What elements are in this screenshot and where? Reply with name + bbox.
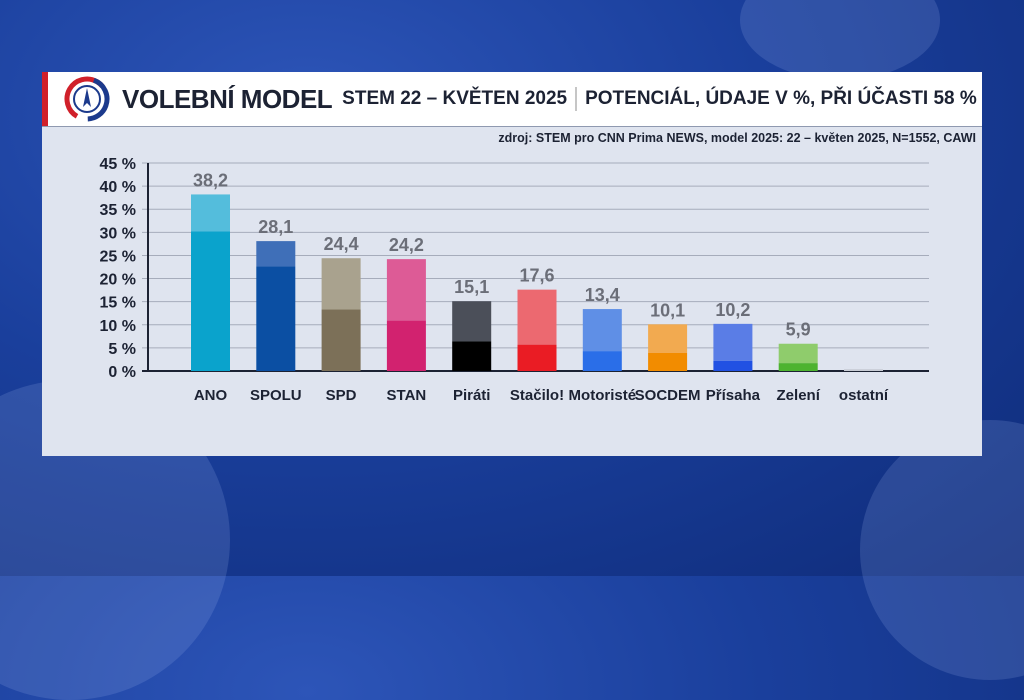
x-tick-label: ANO [194,387,228,404]
bar-potential [713,323,753,361]
x-tick-label: Stačilo! [510,387,564,404]
bar-core [517,344,557,371]
bar-core [778,363,818,371]
header-bar: VOLEBNÍ MODEL STEM 22 – KVĚTEN 2025 POTE… [42,72,982,126]
data-label: 17,6 [519,266,554,286]
title-divider [575,87,578,111]
y-tick-label: 45 % [100,156,136,173]
data-label: 38,2 [193,170,228,190]
cnn-prima-logo-icon [64,76,110,122]
y-tick-label: 40 % [100,179,136,196]
y-tick-label: 35 % [100,202,136,219]
bar-chart: 0 % 5 % 10 % 15 % 20 % 25 % 30 % 35 % 40 % 45 % 38… [100,156,929,404]
y-tick-label: 10 % [100,318,136,335]
x-tick-label: SPOLU [250,387,302,404]
bar-core [191,231,230,371]
data-label: 10,2 [715,300,750,320]
bar-core [321,309,361,371]
source-note: zdroj: STEM pro CNN Prima NEWS, model 20… [42,126,982,148]
bar-potential [321,258,361,310]
page-subtitle: STEM 22 – KVĚTEN 2025 [342,88,568,109]
bar-potential [517,289,557,345]
data-label: 10,1 [650,300,685,320]
data-label: 15,1 [454,277,489,297]
data-label: 24,2 [389,235,424,255]
x-tick-label: Zelení [777,387,821,404]
x-tick-label: Piráti [453,387,491,404]
y-tick-label: 25 % [100,248,136,265]
y-tick-label: 30 % [100,225,136,242]
y-tick-label: 20 % [100,272,136,289]
x-tick-label: STAN [387,387,427,404]
bar-potential [648,324,688,353]
y-tick-label: 5 % [108,341,136,358]
data-label: 24,4 [324,234,359,254]
x-tick-label: ostatní [839,387,889,404]
y-tick-label: 0 % [108,364,136,381]
bar-potential [452,301,492,342]
bar-potential [844,369,883,371]
background-shape [860,420,1024,680]
bar-core [452,341,492,371]
bar-core [256,266,296,371]
bar-potential [386,259,426,321]
data-label: 13,4 [585,285,620,305]
bar-core [386,320,426,371]
bar-potential [256,241,296,267]
x-tick-label: SOCDEM [635,387,701,404]
x-tick-label: SPD [326,387,357,404]
page-title: VOLEBNÍ MODEL [122,83,333,114]
x-tick-label: Přísaha [706,387,761,404]
y-tick-label: 15 % [100,295,136,312]
title-description: POTENCIÁL, ÚDAJE V %, PŘI ÚČASTI 58 % [585,88,977,109]
data-label: 5,9 [786,320,811,340]
bar-potential [582,309,622,352]
bar-core [648,352,688,371]
x-tick-label: Motoristé [569,387,637,404]
bar-core [582,351,622,371]
data-label: 28,1 [258,217,293,237]
bar-potential [191,194,230,232]
bar-potential [778,343,818,364]
bar-core [713,360,753,371]
background-shape [740,0,940,80]
